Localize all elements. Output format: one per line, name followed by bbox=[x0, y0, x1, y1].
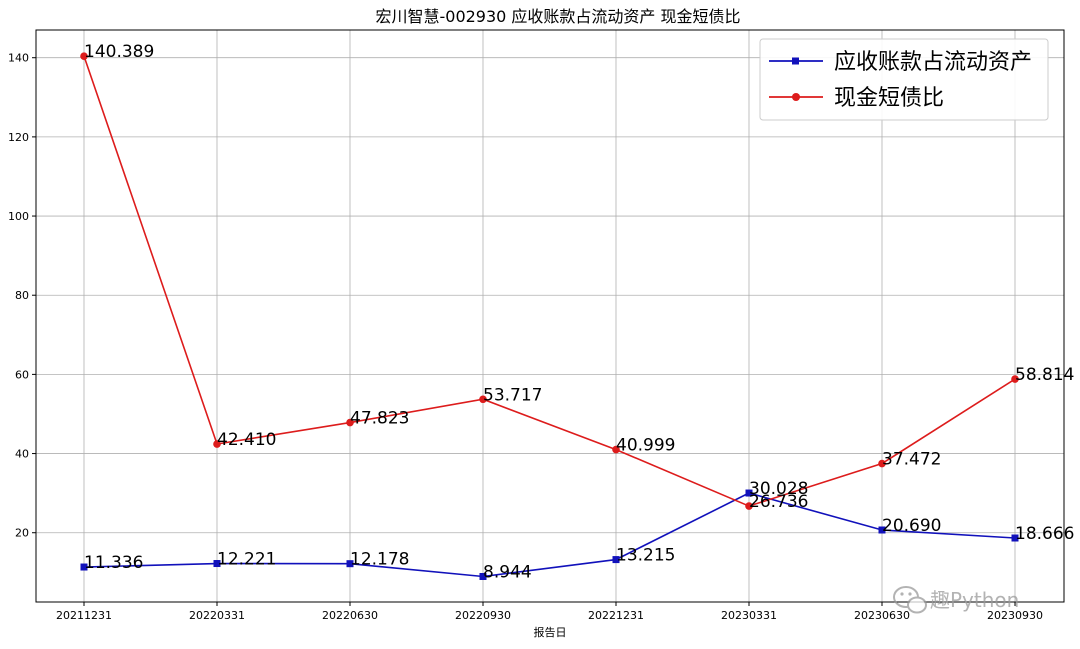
data-label: 40.999 bbox=[616, 436, 675, 456]
data-point bbox=[745, 502, 753, 510]
data-point bbox=[346, 418, 354, 427]
data-label: 8.944 bbox=[483, 562, 532, 582]
x-tick-label: 20230630 bbox=[854, 609, 910, 622]
y-tick-label: 140 bbox=[8, 52, 29, 65]
data-point bbox=[213, 560, 221, 568]
plot-area bbox=[35, 29, 1065, 603]
data-label: 26.736 bbox=[749, 492, 808, 512]
x-tick-label: 20221231 bbox=[588, 609, 644, 622]
data-label: 37.472 bbox=[882, 450, 941, 470]
data-point bbox=[80, 563, 88, 571]
data-point bbox=[479, 395, 487, 404]
wechat-icon bbox=[893, 586, 927, 614]
legend-label: 应收账款占流动资产 bbox=[834, 50, 1032, 75]
data-point bbox=[213, 440, 221, 448]
x-tick-label: 20230331 bbox=[721, 609, 777, 622]
data-label: 58.814 bbox=[1015, 365, 1074, 385]
x-axis: 20211231 20220331 20220630 20220930 20221231… bbox=[56, 602, 1043, 622]
data-point bbox=[612, 556, 620, 564]
watermark-text: 趣Python bbox=[930, 588, 1019, 612]
data-label: 53.717 bbox=[483, 385, 542, 405]
data-label: 12.221 bbox=[217, 550, 276, 570]
x-tick-label: 20220630 bbox=[322, 609, 378, 622]
x-tick-label: 20220930 bbox=[455, 609, 511, 622]
x-tick-label: 20220331 bbox=[189, 609, 245, 622]
data-label: 30.028 bbox=[749, 479, 808, 499]
data-label: 13.215 bbox=[616, 546, 675, 566]
x-tick-label: 20230930 bbox=[987, 609, 1043, 622]
legend-label: 现金短债比 bbox=[834, 86, 944, 111]
x-tick-label: 20211231 bbox=[56, 609, 112, 622]
data-point bbox=[878, 459, 886, 468]
data-point bbox=[878, 526, 886, 534]
y-tick-label: 100 bbox=[8, 210, 29, 223]
data-labels: 11.336 12.221 12.178 8.944 13.215 30.028 20.69… bbox=[84, 42, 1074, 582]
y-axis: 20 40 60 80 100 120 140 bbox=[8, 52, 36, 540]
data-point bbox=[80, 52, 88, 60]
data-label: 42.410 bbox=[217, 430, 276, 450]
data-label: 140.389 bbox=[84, 42, 154, 62]
data-point bbox=[745, 489, 753, 497]
legend-marker bbox=[792, 93, 800, 101]
series-layer bbox=[80, 52, 1019, 580]
legend-box bbox=[759, 38, 1049, 121]
data-point bbox=[479, 572, 487, 580]
series-line bbox=[83, 492, 1016, 578]
data-point bbox=[1011, 534, 1019, 542]
data-point bbox=[612, 445, 620, 454]
legend-marker bbox=[792, 57, 799, 65]
series-line bbox=[83, 55, 1016, 507]
watermark: 趣Python bbox=[893, 586, 1019, 614]
chart-title: 宏川智慧-002930 应收账款占流动资产 现金短债比 bbox=[375, 7, 740, 26]
data-label: 11.336 bbox=[84, 553, 143, 573]
data-label: 18.666 bbox=[1015, 524, 1074, 544]
data-label: 47.823 bbox=[350, 409, 409, 429]
data-point bbox=[346, 560, 354, 568]
data-label: 12.178 bbox=[350, 550, 409, 570]
data-point bbox=[1011, 375, 1019, 383]
data-label: 20.690 bbox=[882, 516, 941, 536]
y-tick-label: 80 bbox=[15, 289, 29, 302]
y-tick-label: 60 bbox=[15, 368, 29, 381]
x-axis-label: 报告日 bbox=[534, 625, 567, 639]
y-tick-label: 20 bbox=[15, 527, 29, 540]
y-tick-label: 40 bbox=[15, 448, 29, 461]
y-tick-label: 120 bbox=[8, 131, 29, 144]
